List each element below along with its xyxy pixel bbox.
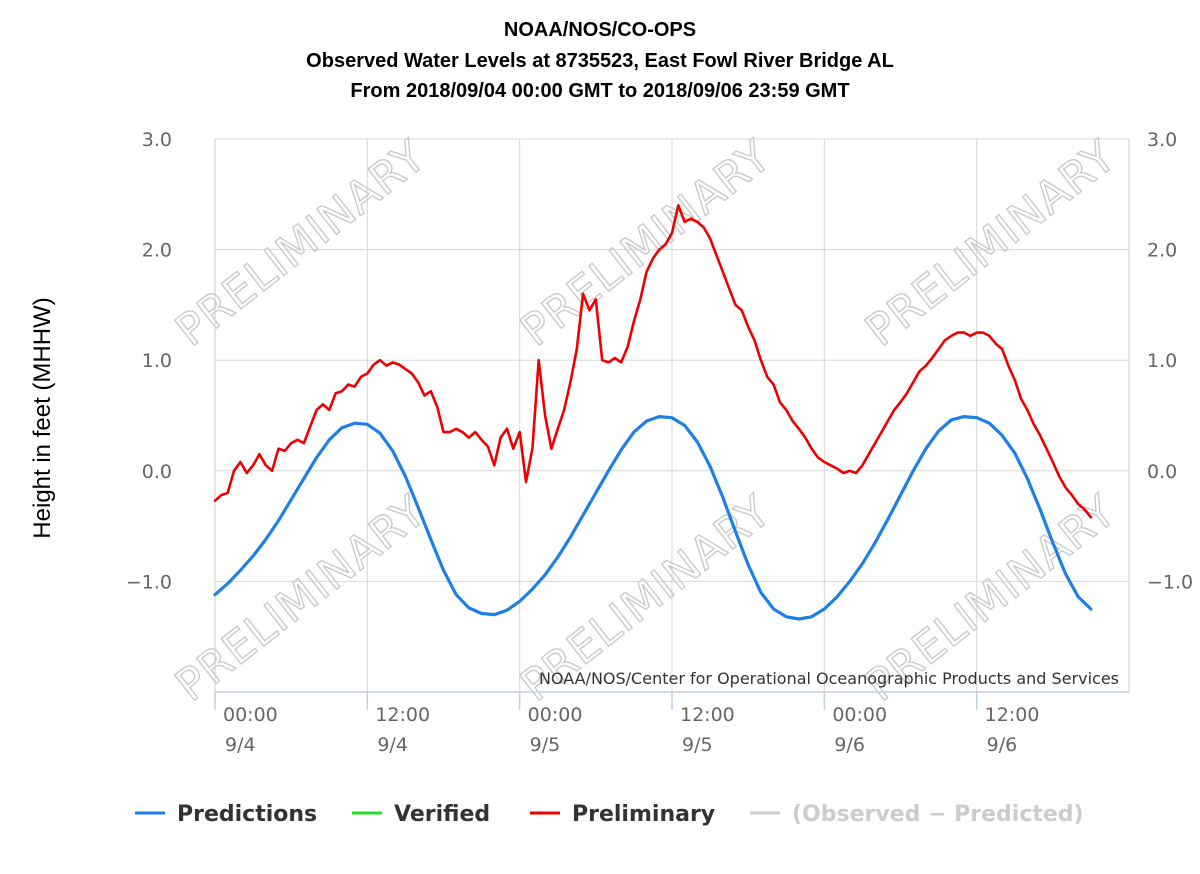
legend-label: Verified [394,802,490,827]
y-tick-label-left: 2.0 [142,240,172,262]
y-tick-labels: 3.0 3.0 2.0 2.0 1.0 1.0 0.0 0.0 −1.0 −1.0 [126,129,1193,593]
y-tick-label-right: 2.0 [1147,240,1177,262]
series-line-predictions [213,415,1093,621]
x-tick-date: 9/6 [834,734,865,756]
chart-title-line-2: Observed Water Levels at 8735523, East F… [306,50,894,72]
legend-label: Preliminary [572,802,715,827]
x-tick-date: 9/4 [377,734,408,756]
y-tick-label-left: 0.0 [142,461,172,483]
x-tick-date: 9/5 [530,734,561,756]
y-tick-label-left: −1.0 [126,571,172,593]
credit-text: NOAA/NOS/Center for Operational Oceanogr… [539,669,1119,688]
legend-item-verified[interactable]: Verified [352,802,490,827]
y-tick-label-right: −1.0 [1147,571,1193,593]
chart-title: NOAA/NOS/CO-OPS Observed Water Levels at… [306,19,894,102]
x-tick-date: 9/5 [682,734,713,756]
x-tick-date: 9/4 [225,734,256,756]
legend-item-preliminary[interactable]: Preliminary [530,802,715,827]
legend: Predictions Verified Preliminary (Observed … [135,802,1084,827]
x-tick-time: 00:00 [528,704,583,726]
watermark-text: PRELIMINARY [511,131,780,357]
watermark-text: PRELIMINARY [856,131,1125,357]
legend-label: Predictions [177,802,317,827]
legend-label: (Observed − Predicted) [792,802,1084,827]
y-axis-label: Height in feet (MHHW) [29,297,56,538]
x-tick-time: 12:00 [680,704,735,726]
x-tick-labels: 00:00 9/4 12:00 9/4 00:00 9/5 12:00 9/5 00:00 9/6… [223,704,1039,756]
watermark-text: PRELIMINARY [166,131,435,357]
y-tick-label-left: 1.0 [142,350,172,372]
x-tick-time: 12:00 [375,704,430,726]
y-tick-label-right: 1.0 [1147,350,1177,372]
watermark-text: PRELIMINARY [166,486,435,712]
y-tick-label-right: 0.0 [1147,461,1177,483]
x-tick-time: 00:00 [832,704,887,726]
series-line-preliminary [213,204,1093,519]
y-tick-label-right: 3.0 [1147,129,1177,151]
legend-item-predictions[interactable]: Predictions [135,802,317,827]
series-layer [213,204,1093,621]
axes [214,139,1130,710]
chart-title-line-3: From 2018/09/04 00:00 GMT to 2018/09/06 … [350,80,849,102]
chart-title-line-1: NOAA/NOS/CO-OPS [504,19,696,41]
y-tick-label-left: 3.0 [142,129,172,151]
x-tick-date: 9/6 [987,734,1018,756]
x-tick-time: 12:00 [985,704,1040,726]
legend-item-observed-predicted[interactable]: (Observed − Predicted) [750,802,1084,827]
x-tick-time: 00:00 [223,704,278,726]
